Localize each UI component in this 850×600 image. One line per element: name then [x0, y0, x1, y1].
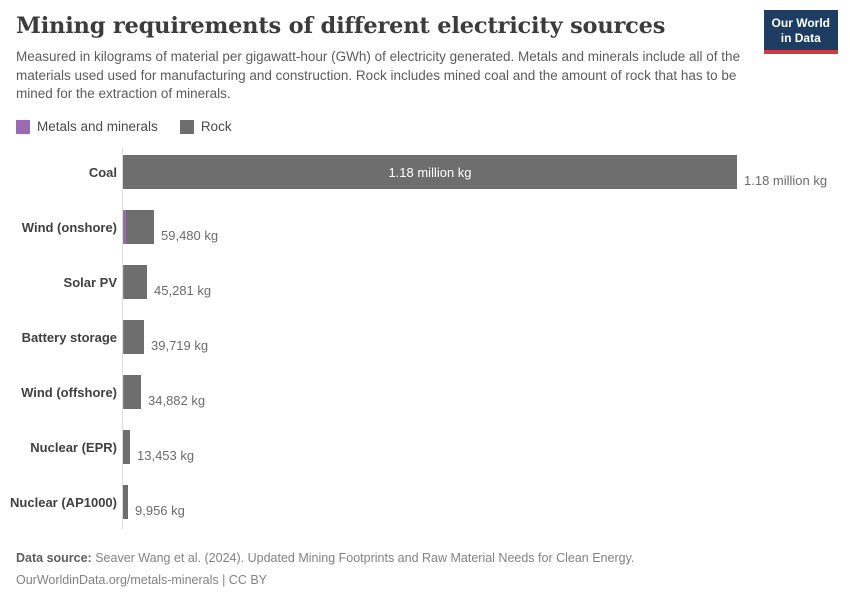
- bar-nuclear-ap1000[interactable]: [123, 485, 128, 519]
- bar-battery-storage[interactable]: [123, 320, 144, 354]
- data-source-label: Data source:: [16, 551, 92, 565]
- bar-wind-offshore[interactable]: [123, 375, 141, 409]
- y-axis-line: [122, 147, 123, 529]
- owid-logo-line1: Our World: [771, 16, 830, 30]
- bar-value-label: 9,956 kg: [135, 502, 185, 518]
- bar-row-wind-onshore: Wind (onshore) 59,480 kg: [0, 205, 850, 260]
- bar-value-label: 13,453 kg: [137, 447, 195, 463]
- bar-segment-metals[interactable]: [123, 320, 124, 354]
- bar-value-label: 45,281 kg: [154, 282, 212, 298]
- bar-solar-pv[interactable]: [123, 265, 147, 299]
- bar-segment-rock[interactable]: [124, 265, 147, 299]
- bar-value-label: 39,719 kg: [151, 337, 209, 353]
- legend-item-rock[interactable]: Rock: [179, 119, 232, 134]
- bar-row-nuclear-epr: Nuclear (EPR) 13,453 kg: [0, 425, 850, 480]
- legend-item-metals[interactable]: Metals and minerals: [16, 119, 158, 134]
- bar-value-label: 34,882 kg: [148, 392, 206, 408]
- bar-label: Nuclear (AP1000): [10, 494, 117, 510]
- chart-header: Mining requirements of different electri…: [16, 13, 756, 104]
- chart-subtitle: Measured in kilograms of material per gi…: [16, 49, 741, 101]
- bar-label: Wind (onshore): [21, 219, 117, 235]
- bar-value-label: 59,480 kg: [161, 227, 219, 243]
- bar-label: Coal: [88, 164, 117, 180]
- data-source-line: Data source: Seaver Wang et al. (2024). …: [16, 547, 634, 569]
- bar-segment-metals[interactable]: [123, 375, 124, 409]
- bar-segment-metals[interactable]: [123, 265, 124, 299]
- bar-label: Nuclear (EPR): [30, 439, 117, 455]
- chart-title: Mining requirements of different electri…: [16, 13, 666, 39]
- bar-label: Wind (offshore): [21, 384, 117, 400]
- legend: Metals and minerals Rock: [16, 119, 232, 134]
- bar-row-nuclear-ap1000: Nuclear (AP1000) 9,956 kg: [0, 480, 850, 535]
- bar-segment-metals[interactable]: [123, 210, 126, 244]
- rock-swatch-icon: [179, 119, 194, 134]
- bar-row-battery-storage: Battery storage 39,719 kg: [0, 315, 850, 370]
- bar-row-solar-pv: Solar PV 45,281 kg: [0, 260, 850, 315]
- bar-row-coal: Coal 1.18 million kg 1.18 million kg: [0, 150, 850, 205]
- bar-value-label: 1.18 million kg: [744, 172, 828, 188]
- bar-label: Solar PV: [63, 274, 117, 290]
- bar-segment-rock[interactable]: [124, 320, 144, 354]
- license-line: OurWorldinData.org/metals-minerals | CC …: [16, 573, 268, 587]
- bar-segment-rock[interactable]: [123, 430, 130, 464]
- chart-footer: Data source: Seaver Wang et al. (2024). …: [16, 547, 634, 591]
- bar-label: Battery storage: [21, 329, 117, 345]
- bar-chart: Coal 1.18 million kg 1.18 million kg Win…: [0, 147, 850, 535]
- bar-wind-onshore[interactable]: [123, 210, 154, 244]
- data-source-text: Seaver Wang et al. (2024). Updated Minin…: [91, 551, 635, 565]
- bar-segment-rock[interactable]: [123, 155, 737, 189]
- bar-row-wind-offshore: Wind (offshore) 34,882 kg: [0, 370, 850, 425]
- legend-label-rock: Rock: [200, 119, 232, 134]
- legend-label-metals: Metals and minerals: [37, 119, 158, 134]
- bar-segment-rock[interactable]: [123, 485, 128, 519]
- bar-segment-rock[interactable]: [126, 210, 154, 244]
- bar-coal[interactable]: 1.18 million kg: [123, 155, 737, 189]
- metals-swatch-icon: [16, 119, 30, 134]
- bar-nuclear-epr[interactable]: [123, 430, 130, 464]
- owid-logo-line2: in Data: [780, 30, 821, 45]
- bar-segment-rock[interactable]: [124, 375, 141, 409]
- owid-logo: Our World in Data: [763, 10, 838, 54]
